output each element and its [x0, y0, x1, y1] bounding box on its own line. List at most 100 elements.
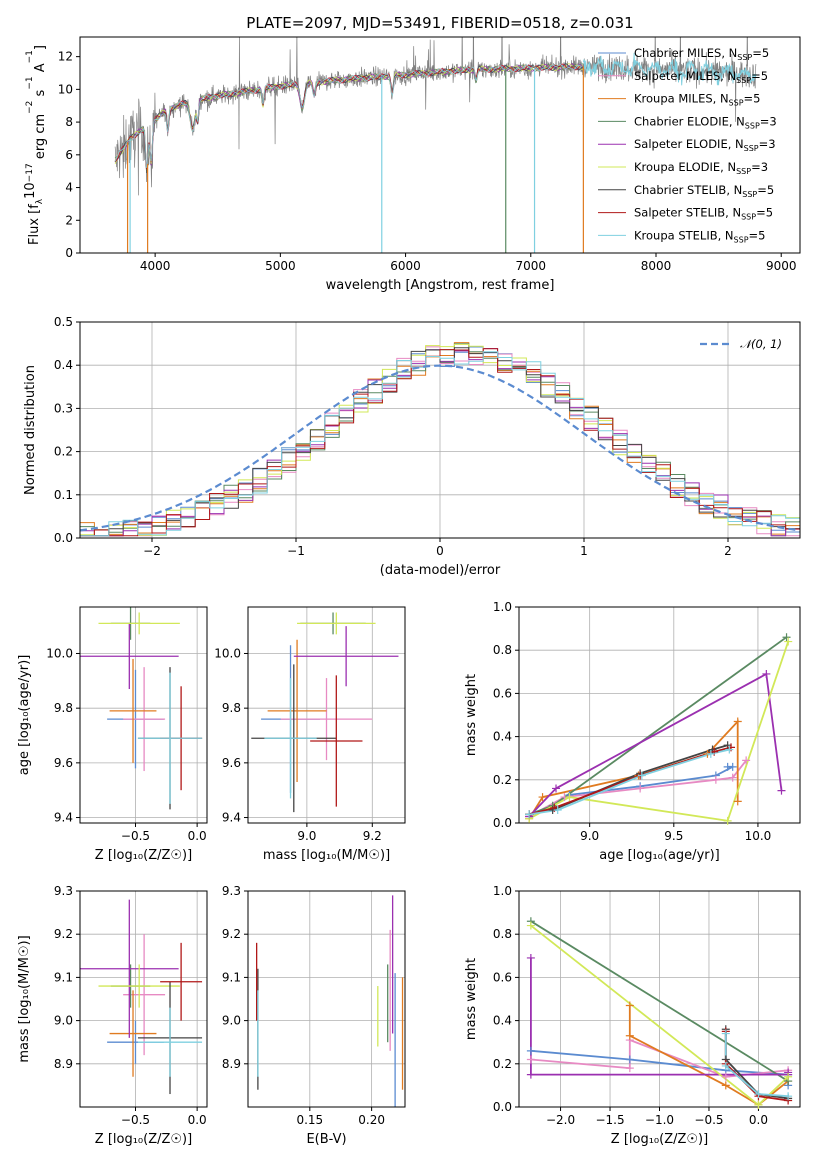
panel-weight_vs_age: 9.0 9.5 10.0 0.0 0.2 0.4 0.6 0.8 1.0 age [log₁₀(a…: [464, 600, 801, 863]
y-tick-label: 8.9: [222, 1057, 241, 1071]
legend-entry-part: Chabrier ELODIE, N: [634, 114, 745, 128]
y-axis-label-part: 10: [23, 182, 38, 199]
y-axis-label: age [log₁₀(age/yr)]: [17, 655, 32, 776]
mass-weight-marker: [782, 633, 791, 642]
legend-entry: Kroupa ELODIE, NSSP=3: [634, 160, 768, 176]
y-axis-label-part: λ: [35, 198, 45, 204]
histogram-steps-8: [80, 348, 800, 537]
y-axis-label-part: −2: [25, 101, 35, 114]
axes: 4000 5000 6000 7000 8000 9000 0 2 4 6 8 10 12 wavelen…: [23, 36, 801, 293]
y-tick-label: 9.4: [54, 811, 73, 825]
axes-frame: [79, 606, 208, 824]
legend-entry-part: SSP: [741, 213, 756, 222]
model-spectrum-line-6: [114, 63, 584, 173]
model-spectrum-line-7: [114, 63, 584, 174]
mass-weight-line: [528, 636, 788, 816]
mass-weight-line: [724, 1033, 789, 1098]
x-tick-label: 9.0: [580, 829, 599, 843]
axes: −0.5 0.0 8.9 9.0 9.1 9.2 9.3 Z [log₁₀(Z/Z☉)] mas…: [17, 884, 208, 1147]
y-tick-label: 9.6: [54, 756, 73, 770]
mass-weight-marker: [526, 953, 535, 962]
x-tick-label: −0.5: [694, 1113, 723, 1127]
y-tick-label: 0.6: [493, 686, 512, 700]
y-axis-label: mass [log₁₀(M/M☉)]: [17, 935, 32, 1062]
axes-frame: [518, 606, 801, 824]
panel-mass_vs_Z: −0.5 0.0 8.9 9.0 9.1 9.2 9.3 Z [log₁₀(Z/Z☉)] mas…: [17, 884, 208, 1147]
figure-title: PLATE=2097, MJD=53491, FIBERID=0518, z=0…: [246, 14, 633, 32]
axes: 9.0 9.2 9.4 9.6 9.8 10.0 mass [log₁₀(M/M☉)]: [214, 606, 406, 863]
legend-entry-part: Chabrier STELIB, N: [634, 183, 742, 197]
mass-weight-marker: [526, 921, 535, 930]
y-tick-label: 9.2: [222, 927, 241, 941]
x-tick-label: −1.5: [595, 1113, 624, 1127]
mass-weight-marker: [706, 749, 715, 758]
gaussian-curve: [80, 364, 798, 532]
x-axis-label: (data-model)/error: [380, 563, 501, 578]
x-tick-label: 0.0: [188, 829, 207, 843]
plot-area: [114, 37, 757, 253]
y-axis-label-part: −1: [25, 76, 35, 89]
y-tick-label: 9.1: [54, 970, 73, 984]
axes-frame: [247, 606, 406, 824]
mass-weight-marker: [538, 793, 547, 802]
x-tick-label: 5000: [265, 259, 296, 273]
x-tick-label: 9.0: [297, 829, 316, 843]
x-axis-label: Z [log₁₀(Z/Z☉)]: [95, 1132, 192, 1147]
mass-weight-marker: [636, 784, 645, 793]
plot-area: [528, 636, 790, 822]
mass-weight-marker: [725, 745, 734, 754]
x-tick-label: 0: [436, 544, 444, 558]
x-tick-label: 9000: [766, 259, 797, 273]
plot-area: [80, 342, 800, 537]
mass-weight-marker: [552, 784, 561, 793]
mass-weight-line: [528, 719, 739, 820]
axes: −2 −1 0 1 2 0.0 0.1 0.2 0.3 0.4 0.5 (data-model)/er…: [23, 315, 801, 578]
x-tick-label: −1: [287, 544, 305, 558]
legend-entry-part: =5: [756, 206, 773, 220]
y-tick-label: 0.6: [493, 970, 512, 984]
legend-entry: Kroupa STELIB, NSSP=5: [634, 228, 765, 244]
mass-weight-marker: [525, 810, 534, 819]
mass-weight-marker: [777, 786, 786, 795]
legend-entry: Salpeter ELODIE, NSSP=3: [634, 137, 776, 153]
y-tick-label: 0.4: [493, 1014, 512, 1028]
mass-weight-marker: [526, 1046, 535, 1055]
histogram-steps-9: [80, 351, 800, 537]
y-tick-label: 0.4: [493, 730, 512, 744]
legend-entry: Chabrier MILES, NSSP=5: [634, 46, 769, 62]
legend-entry-part: SSP: [745, 121, 760, 130]
y-axis-label: mass weight: [464, 958, 479, 1040]
y-tick-label: 10.0: [214, 646, 241, 660]
y-tick-label: 9.0: [222, 1014, 241, 1028]
mass-weight-marker: [526, 1070, 535, 1079]
mass-weight-marker: [625, 1031, 634, 1040]
x-axis-label: E(B-V): [306, 1132, 346, 1147]
grid-lines: [519, 606, 800, 824]
y-tick-label: 2: [65, 213, 73, 227]
axes: −0.5 0.0 9.4 9.6 9.8 10.0 Z [log₁₀(Z/Z☉)] age […: [17, 606, 208, 863]
model-spectrum-tail: [582, 52, 757, 86]
y-tick-label: 0.4: [54, 358, 73, 372]
y-axis-label: Normed distribution: [23, 365, 38, 495]
x-axis-label: age [log₁₀(age/yr)]: [599, 848, 720, 863]
y-axis-label-part: ]: [33, 45, 48, 50]
x-tick-label: 2: [724, 544, 732, 558]
mass-weight-line: [528, 641, 790, 822]
x-axis-label: Z [log₁₀(Z/Z☉)]: [611, 1132, 708, 1147]
y-tick-label: 0.2: [54, 445, 73, 459]
x-tick-label: −1.0: [645, 1113, 674, 1127]
legend-entry: Salpeter MILES, NSSP=5: [634, 69, 768, 85]
y-tick-label: 6: [65, 148, 73, 162]
mass-weight-line: [528, 672, 783, 818]
panel-residuals: −2 −1 0 1 2 0.0 0.1 0.2 0.3 0.4 0.5 (data-model)/er…: [23, 315, 801, 578]
legend-entry-part: Salpeter MILES, N: [634, 69, 736, 83]
y-axis-label-part: A: [33, 63, 48, 76]
y-tick-label: 9.3: [222, 884, 241, 898]
mass-weight-line: [528, 759, 747, 818]
legend-entry-part: SSP: [736, 76, 751, 85]
y-axis-label-part: s: [33, 89, 48, 100]
mass-weight-marker: [553, 806, 562, 815]
y-tick-label: 0.2: [493, 1057, 512, 1071]
